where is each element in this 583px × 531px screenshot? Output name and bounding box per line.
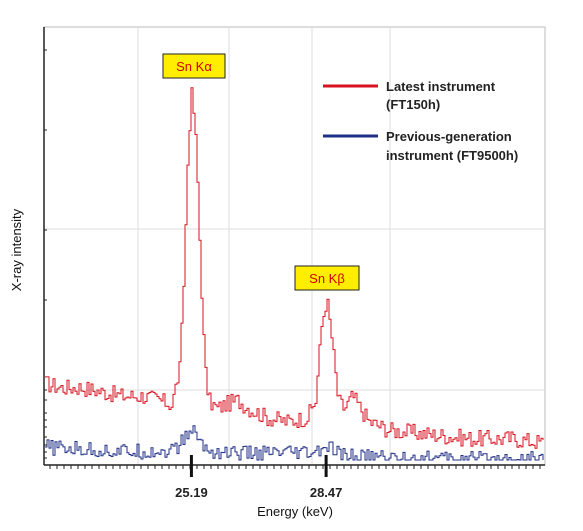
legend-label: (FT150h) [386, 97, 440, 112]
legend: Latest instrument (FT150h) Previous-gener… [323, 79, 518, 163]
plot-area [43, 26, 546, 466]
x-tick-label: 28.47 [310, 485, 343, 500]
peak-annotations: Sn Kα Sn Kβ [162, 53, 360, 291]
x-tick-label: 25.19 [175, 485, 208, 500]
peak-label: Sn Kα [176, 59, 212, 74]
peak-label-box [294, 265, 360, 291]
legend-label: Latest instrument [386, 79, 496, 94]
x-axis-label: Energy (keV) [257, 504, 333, 519]
series-line-latest [45, 87, 544, 449]
series-layer [45, 87, 544, 461]
peak-label-box [162, 53, 226, 79]
x-ticks: 25.19 28.47 [175, 455, 342, 500]
y-axis-label: X-ray intensity [9, 208, 24, 291]
grid-lines [44, 27, 545, 465]
legend-label: instrument (FT9500h) [386, 148, 518, 163]
series-line-previous [45, 425, 544, 461]
axes [43, 27, 545, 469]
legend-label: Previous-generation [386, 129, 512, 144]
peak-label: Sn Kβ [309, 271, 345, 286]
